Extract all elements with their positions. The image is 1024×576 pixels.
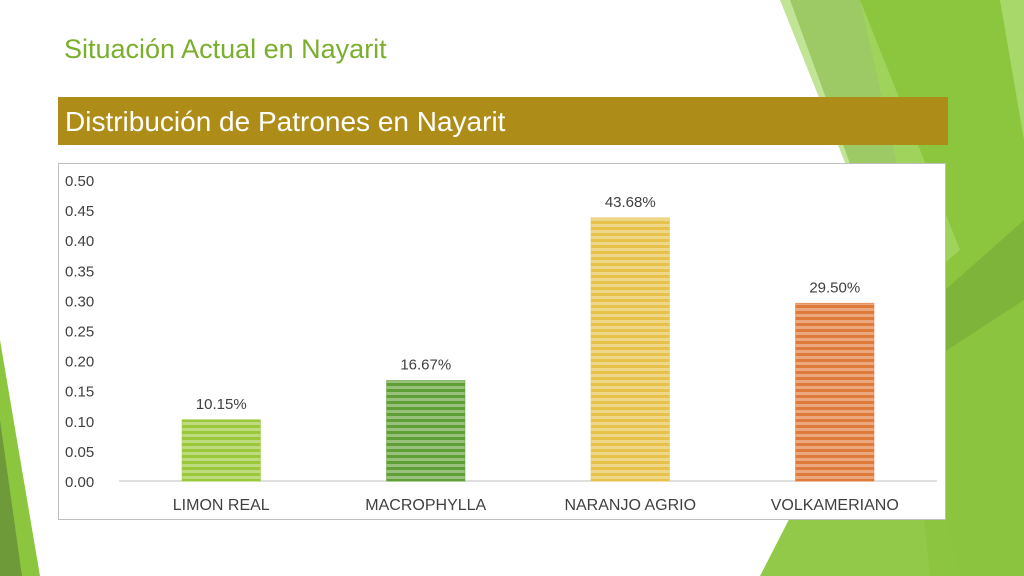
y-tick-label: 0.05: [65, 444, 94, 461]
bar-macrophylla: [386, 380, 466, 482]
bar-chart: 0.00 0.05 0.10 0.15 0.20 0.25 0.30 0.35 0.40 0.45…: [58, 163, 946, 520]
y-tick-label: 0.10: [65, 414, 94, 431]
page-title: Situación Actual en Nayarit: [64, 34, 387, 64]
y-tick-label: 0.20: [65, 354, 94, 371]
chart-banner: Distribución de Patrones en Nayarit: [58, 97, 948, 145]
y-tick-label: 0.50: [65, 173, 94, 190]
y-tick-label: 0.25: [65, 324, 94, 341]
y-tick-label: 0.35: [65, 263, 94, 280]
bar-chart-svg: 0.00 0.05 0.10 0.15 0.20 0.25 0.30 0.35 0.40 0.45…: [65, 173, 937, 514]
x-category-label: VOLKAMERIANO: [771, 497, 899, 514]
data-label: 43.68%: [605, 194, 656, 211]
x-category-label: MACROPHYLLA: [365, 497, 486, 514]
chart-banner-title: Distribución de Patrones en Nayarit: [65, 106, 506, 137]
bar-volkameriano: [795, 302, 875, 482]
data-label: 10.15%: [196, 396, 247, 413]
y-tick-label: 0.15: [65, 384, 94, 401]
y-tick-label: 0.00: [65, 474, 94, 491]
data-label: 16.67%: [400, 357, 451, 374]
y-tick-label: 0.40: [65, 233, 94, 250]
y-tick-label: 0.45: [65, 203, 94, 220]
data-label: 29.50%: [809, 279, 860, 296]
y-tick-label: 0.30: [65, 293, 94, 310]
x-category-label: LIMON REAL: [173, 497, 270, 514]
bar-naranjo-agrio: [590, 217, 670, 482]
bar-limon-real: [181, 419, 261, 482]
x-category-label: NARANJO AGRIO: [564, 497, 696, 514]
